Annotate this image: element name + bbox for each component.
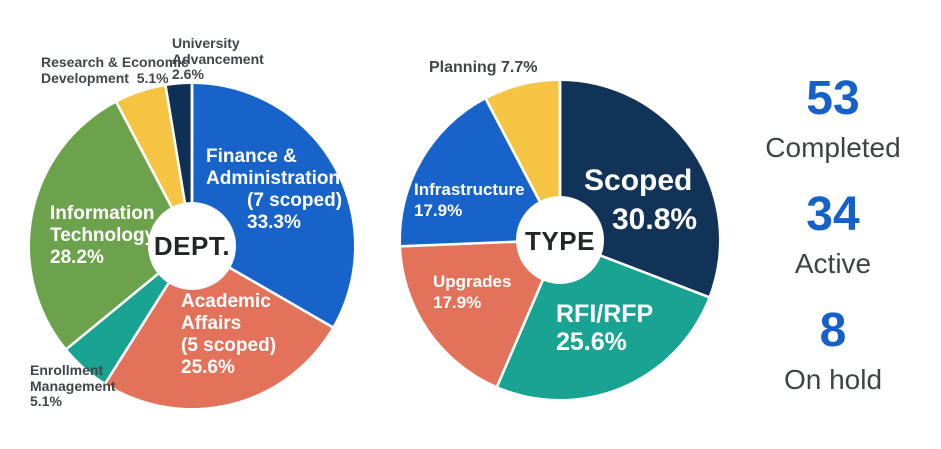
label-line: 5.1%	[30, 393, 62, 409]
on-hold-count: 8	[819, 304, 847, 357]
label-line: Infrastructure	[414, 180, 525, 199]
slice-infrastructure	[401, 99, 560, 247]
academic-affairs-label: Academic Affairs (5 scoped) 25.6%	[181, 291, 276, 379]
label-line: 28.2%	[50, 247, 104, 268]
label-line: 17.9%	[414, 201, 463, 220]
label-line: Planning 7.7%	[429, 59, 538, 76]
university-advancement-label: University Advancement 2.6%	[172, 35, 264, 83]
stat-completed: 53 Completed	[733, 74, 933, 164]
slice-finance-administration	[192, 84, 354, 327]
label-line: University	[172, 35, 240, 51]
label-line: Upgrades	[433, 272, 512, 291]
active-count: 34	[806, 188, 860, 241]
label-line: (5 scoped)	[181, 335, 277, 356]
infrastructure-label: Infrastructure 17.9%	[414, 179, 525, 221]
donut-hole	[148, 202, 236, 290]
on-hold-label: On hold	[783, 364, 883, 395]
rfi-rfp-label: RFI/RFP 25.6%	[556, 300, 653, 356]
donut-hole	[516, 196, 604, 284]
label-line: Development 5.1%	[41, 69, 169, 86]
label-line: 25.6%	[556, 328, 627, 356]
type-center-label: TYPE	[525, 226, 595, 256]
label-line: Information	[50, 203, 155, 224]
label-line: RFI/RFP	[556, 300, 654, 328]
label-line: Affairs	[181, 313, 242, 334]
upgrades-label: Upgrades 17.9%	[433, 271, 511, 313]
slice-academic-affairs	[105, 246, 333, 408]
stat-active: 34 Active	[733, 190, 933, 280]
label-line: Administration	[206, 168, 341, 189]
label-line: 30.8%	[612, 203, 698, 236]
label-line: Enrollment	[30, 362, 104, 378]
planning-label: Planning 7.7%	[429, 58, 537, 78]
slice-upgrades	[401, 240, 560, 387]
dept-center-label: DEPT.	[153, 231, 231, 261]
label-line: Advancement	[172, 50, 264, 67]
label-line: Management	[30, 377, 116, 394]
stat-on-hold: 8 On hold	[733, 306, 933, 396]
finance-administration-label: Finance & Administration (7 scoped) 33.3…	[206, 146, 342, 234]
label-line: 17.9%	[433, 293, 482, 312]
label-line: (7 scoped)	[247, 190, 343, 211]
label-line: Technology	[50, 225, 156, 246]
completed-label: Completed	[765, 132, 901, 163]
label-line: 2.6%	[172, 66, 204, 82]
scoped-label: Scoped 30.8%	[584, 161, 697, 239]
label-line: Scoped	[584, 164, 693, 197]
slice-information-technology	[29, 102, 192, 349]
label-line: 33.3%	[247, 212, 301, 233]
enrollment-management-label: Enrollment Management 5.1%	[30, 362, 116, 410]
information-technology-label: Information Technology 28.2%	[50, 203, 155, 269]
label-line: Research & Economic	[41, 54, 189, 70]
slice-enrollment-management	[66, 246, 192, 384]
stats-panel: 53 Completed 34 Active 8 On hold	[733, 74, 933, 422]
active-label: Active	[794, 248, 872, 279]
label-line: 25.6%	[181, 357, 235, 378]
completed-count: 53	[806, 72, 860, 125]
label-line: Finance &	[206, 146, 297, 167]
slice-research-economic-development	[116, 86, 192, 246]
research-economic-development-label: Research & Economic Development 5.1%	[41, 54, 189, 86]
label-line: Academic	[181, 291, 271, 312]
